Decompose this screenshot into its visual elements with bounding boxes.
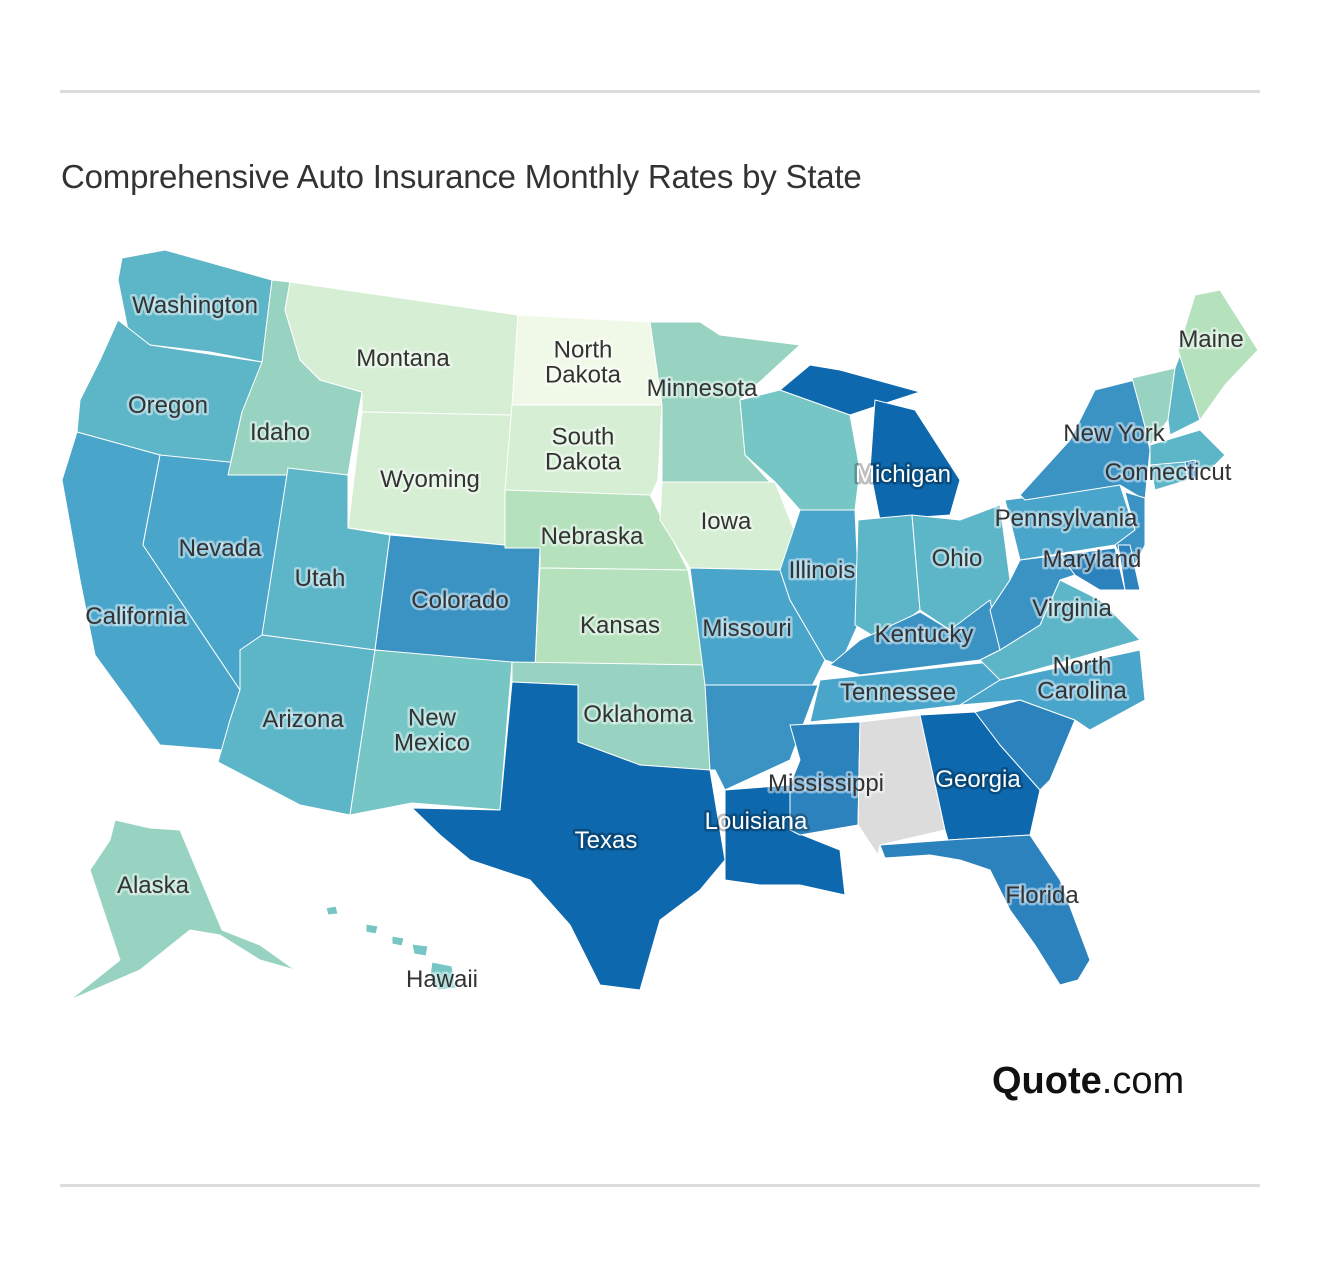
state-maryland[interactable]: [1059, 547, 1126, 591]
state-label-louisiana: Louisiana: [705, 808, 808, 835]
state-label-hawaii: Hawaii: [406, 966, 478, 993]
state-label-maine: Maine: [1178, 326, 1243, 353]
state-label-north-dakota: North: [554, 337, 613, 364]
state-shape-hawaii[interactable]: [429, 961, 457, 991]
bottom-divider: [60, 1184, 1260, 1187]
state-shape-florida[interactable]: [879, 834, 1091, 986]
state-shape-texas[interactable]: [411, 681, 726, 991]
quote-com-logo: Quote.com: [992, 1060, 1185, 1102]
state-north-carolina[interactable]: [959, 649, 1146, 731]
state-label-maryland: Maryland: [1043, 546, 1142, 573]
state-label-north-carolina: North: [1053, 653, 1112, 680]
state-label-california: California: [85, 603, 187, 630]
state-alaska[interactable]: [69, 819, 296, 1001]
state-label-washington: Washington: [132, 292, 258, 319]
state-shape-hawaii[interactable]: [365, 923, 379, 935]
state-shape-south-dakota[interactable]: [504, 404, 663, 498]
state-label-new-mexico: Mexico: [394, 730, 470, 757]
state-label-florida: Florida: [1005, 882, 1079, 909]
state-shape-maine[interactable]: [1177, 289, 1259, 421]
state-new-hampshire[interactable]: [1167, 354, 1201, 436]
state-shape-delaware[interactable]: [1117, 544, 1141, 591]
state-label-south-dakota: Dakota: [545, 449, 622, 476]
state-label-north-carolina: Carolina: [1037, 678, 1127, 705]
state-label-illinois: Illinois: [789, 557, 856, 584]
state-label-idaho: Idaho: [250, 419, 310, 446]
state-label-pennsylvania: Pennsylvania: [995, 505, 1138, 532]
state-delaware[interactable]: [1117, 544, 1141, 591]
state-shape-rhode-island[interactable]: [1184, 459, 1199, 481]
state-rhode-island[interactable]: [1184, 459, 1199, 481]
state-shape-kentucky[interactable]: [829, 599, 1001, 676]
state-label-nevada: Nevada: [179, 535, 262, 562]
state-label-missouri: Missouri: [702, 615, 791, 642]
state-label-montana: Montana: [356, 345, 450, 372]
state-label-iowa: Iowa: [701, 508, 752, 535]
state-label-michigan: Michigan: [855, 461, 951, 488]
state-label-new-york: New York: [1063, 420, 1165, 447]
state-shape-north-carolina[interactable]: [959, 649, 1146, 731]
state-shape-hawaii[interactable]: [391, 935, 405, 947]
state-shape-massachusetts[interactable]: [1149, 429, 1226, 471]
state-south-dakota[interactable]: [504, 404, 663, 498]
state-label-wyoming: Wyoming: [380, 466, 480, 493]
state-kentucky[interactable]: [829, 599, 1001, 676]
map-title: Comprehensive Auto Insurance Monthly Rat…: [61, 158, 862, 195]
state-label-georgia: Georgia: [935, 766, 1021, 793]
state-label-minnesota: Minnesota: [647, 375, 758, 402]
state-label-colorado: Colorado: [411, 587, 508, 614]
state-label-kentucky: Kentucky: [875, 621, 974, 648]
state-label-mississippi: Mississippi: [768, 770, 884, 797]
state-maine[interactable]: [1177, 289, 1259, 421]
state-shape-new-mexico[interactable]: [349, 649, 513, 816]
state-label-texas: Texas: [575, 827, 638, 854]
state-label-oregon: Oregon: [128, 392, 208, 419]
state-label-tennessee: Tennessee: [840, 679, 956, 706]
state-shape-maryland[interactable]: [1059, 547, 1126, 591]
state-shape-alaska[interactable]: [69, 819, 296, 1001]
state-hawaii[interactable]: [325, 905, 457, 991]
state-label-utah: Utah: [295, 565, 346, 592]
state-shape-hawaii[interactable]: [411, 943, 429, 957]
state-shape-hawaii[interactable]: [325, 905, 339, 916]
state-label-nebraska: Nebraska: [541, 523, 644, 550]
state-label-ohio: Ohio: [932, 545, 983, 572]
state-label-arizona: Arizona: [262, 706, 344, 733]
state-label-north-dakota: Dakota: [545, 362, 622, 389]
state-label-new-mexico: New: [408, 705, 457, 732]
state-label-alaska: Alaska: [117, 872, 190, 899]
state-labels: Washington Oregon California Nevada Idaho Mon…: [83, 290, 1246, 996]
state-michigan[interactable]: [779, 364, 961, 521]
state-florida[interactable]: [879, 834, 1091, 986]
state-texas[interactable]: [411, 681, 726, 991]
state-shape-new-hampshire[interactable]: [1167, 354, 1201, 436]
state-label-virginia: Virginia: [1032, 595, 1112, 622]
state-label-oklahoma: Oklahoma: [583, 701, 693, 728]
state-washington[interactable]: [117, 249, 273, 363]
state-shape-washington[interactable]: [117, 249, 273, 363]
state-massachusetts[interactable]: [1149, 429, 1226, 471]
state-shape-michigan[interactable]: [869, 399, 961, 521]
top-divider: [60, 90, 1260, 93]
state-label-connecticut: Connecticut: [1105, 459, 1232, 486]
state-shapes: [61, 249, 1259, 1001]
state-label-south-dakota: South: [552, 424, 615, 451]
state-label-kansas: Kansas: [580, 612, 660, 639]
state-new-mexico[interactable]: [349, 649, 513, 816]
